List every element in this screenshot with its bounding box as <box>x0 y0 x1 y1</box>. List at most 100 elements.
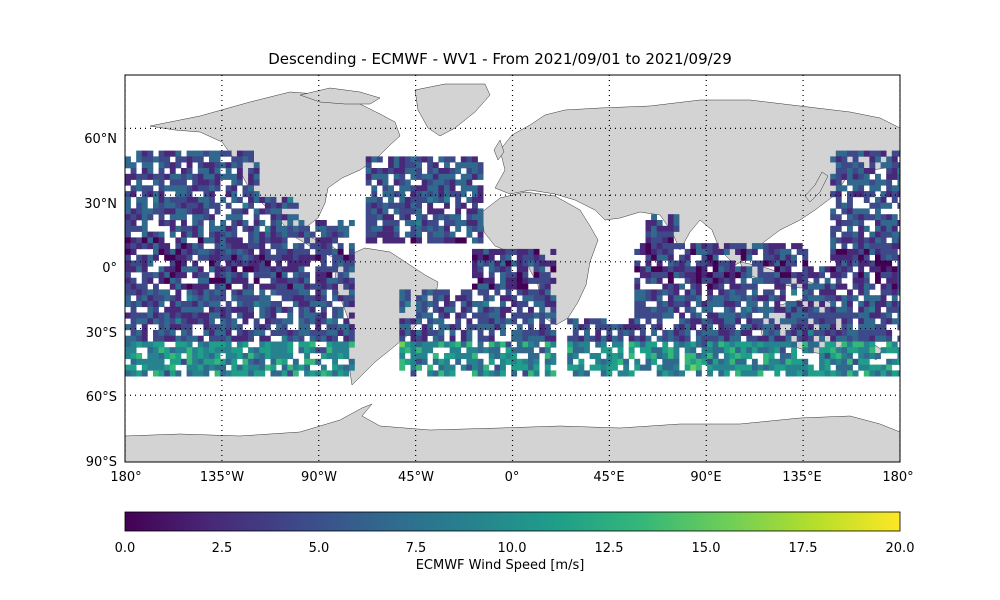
wind-cell <box>505 358 512 365</box>
wind-cell <box>376 225 383 232</box>
wind-cell <box>421 214 428 221</box>
wind-cell <box>326 283 333 290</box>
wind-cell <box>751 318 758 325</box>
wind-cell <box>326 324 333 331</box>
wind-cell <box>181 168 187 175</box>
wind-cell <box>584 370 590 377</box>
wind-cell <box>141 208 148 215</box>
wind-cell <box>388 168 394 175</box>
wind-cell <box>164 324 171 331</box>
wind-cell <box>264 283 271 290</box>
wind-cell <box>158 312 165 319</box>
wind-cell <box>147 173 154 180</box>
wind-cell <box>774 283 781 290</box>
wind-cell <box>304 295 310 302</box>
wind-cell <box>735 272 741 279</box>
wind-cell <box>494 260 501 267</box>
wind-cell <box>735 358 741 365</box>
wind-cell <box>214 295 221 302</box>
wind-cell <box>147 364 154 371</box>
wind-cell <box>723 341 730 348</box>
colorbar <box>124 511 901 532</box>
wind-cell <box>869 341 876 348</box>
wind-cell <box>656 364 663 371</box>
wind-cell <box>332 324 338 331</box>
wind-cell <box>248 150 254 157</box>
wind-cell <box>494 353 501 360</box>
wind-cell <box>886 266 893 273</box>
wind-cell <box>264 306 271 313</box>
wind-cell <box>830 306 837 313</box>
wind-cell <box>320 335 327 342</box>
wind-cell <box>130 266 137 273</box>
wind-cell <box>606 370 613 377</box>
wind-cell <box>858 191 865 198</box>
wind-cell <box>516 364 523 371</box>
wind-cell <box>136 185 143 192</box>
wind-cell <box>455 341 462 348</box>
wind-cell <box>209 185 215 192</box>
wind-cell <box>645 306 652 313</box>
wind-cell <box>186 364 193 371</box>
wind-cell <box>723 243 730 250</box>
wind-cell <box>130 185 137 192</box>
wind-cell <box>231 335 238 342</box>
wind-cell <box>746 353 753 360</box>
wind-cell <box>522 364 529 371</box>
wind-cell <box>141 329 148 336</box>
wind-cell <box>197 370 204 377</box>
wind-cell <box>544 260 551 267</box>
wind-cell <box>158 370 165 377</box>
wind-cell <box>875 196 881 203</box>
wind-cell <box>858 306 865 313</box>
wind-cell <box>869 179 876 186</box>
wind-cell <box>891 358 898 365</box>
wind-cell <box>802 347 809 354</box>
wind-cell <box>259 254 266 261</box>
wind-cell <box>763 341 769 348</box>
wind-cell <box>147 260 154 267</box>
wind-cell <box>606 335 613 342</box>
wind-cell <box>863 301 870 308</box>
wind-cell <box>623 370 630 377</box>
wind-cell <box>276 208 282 215</box>
wind-cell <box>292 243 299 250</box>
wind-cell <box>438 179 445 186</box>
wind-cell <box>348 329 355 336</box>
wind-cell <box>880 214 887 221</box>
wind-cell <box>539 289 546 296</box>
wind-cell <box>897 306 900 313</box>
lat-tick-labels: 60°N 30°N 0° 30°S 60°S 90°S <box>84 132 117 470</box>
wind-cell <box>399 335 406 342</box>
wind-cell <box>427 370 434 377</box>
wind-cell <box>472 225 478 232</box>
wind-cell <box>276 237 282 244</box>
wind-cell <box>707 329 713 336</box>
wind-cell <box>897 335 900 342</box>
wind-cell <box>264 231 271 238</box>
wind-cell <box>209 347 215 354</box>
wind-cell <box>528 248 534 255</box>
wind-cell <box>707 243 713 250</box>
wind-cell <box>757 347 764 354</box>
wind-cell <box>617 341 624 348</box>
wind-cell <box>348 301 355 308</box>
wind-cell <box>830 208 837 215</box>
wind-cell <box>449 231 456 238</box>
wind-cell <box>673 324 680 331</box>
wind-cell <box>819 272 825 279</box>
wind-cell <box>231 318 238 325</box>
wind-cell <box>287 196 294 203</box>
wind-cell <box>847 329 853 336</box>
wind-cell <box>528 335 534 342</box>
wind-cell <box>707 283 713 290</box>
wind-cell <box>270 312 277 319</box>
wind-cell <box>645 248 652 255</box>
wind-cell <box>203 214 210 221</box>
wind-cell <box>147 162 154 169</box>
wind-cell <box>639 306 646 313</box>
wind-cell <box>847 358 853 365</box>
wind-cell <box>186 168 193 175</box>
wind-cell <box>287 283 294 290</box>
wind-cell <box>841 173 848 180</box>
